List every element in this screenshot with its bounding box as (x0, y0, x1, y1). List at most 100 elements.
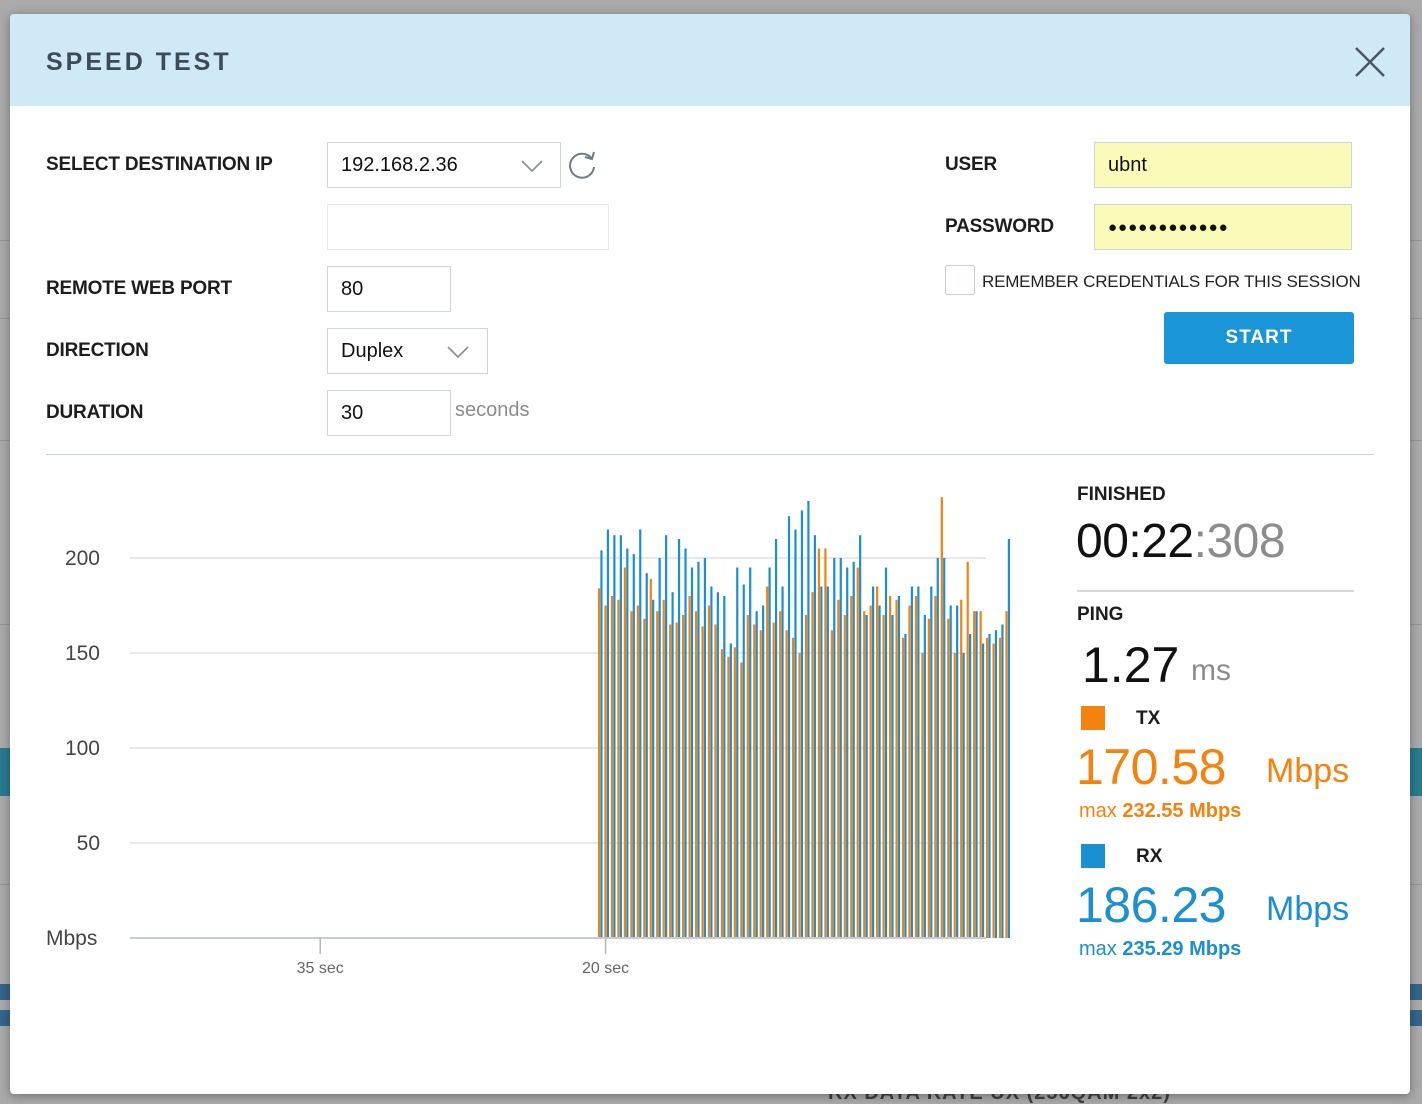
tx-bar (830, 630, 833, 938)
rx-bar (794, 529, 797, 938)
rx-bar (665, 535, 668, 938)
tx-bar (772, 622, 775, 938)
rx-bar (639, 529, 642, 938)
rx-bar (1001, 624, 1004, 938)
tx-bar (850, 596, 853, 938)
password-input[interactable]: ●●●●●●●●●●●● (1094, 204, 1352, 250)
ping-unit: ms (1191, 654, 1231, 687)
rx-bar (988, 634, 991, 938)
rx-bar (645, 573, 648, 938)
tx-bar (746, 615, 749, 938)
rx-bar (710, 586, 713, 938)
rx-bar (619, 535, 622, 938)
duration-input[interactable]: 30 (327, 390, 451, 436)
rx-bar (917, 586, 920, 938)
background-button (0, 748, 12, 796)
rx-bar (677, 539, 681, 938)
rx-bar (820, 586, 823, 938)
rx-bar (826, 586, 829, 938)
tx-bar (1005, 611, 1008, 938)
direction-value: Duplex (341, 339, 404, 362)
tx-bar (779, 611, 782, 938)
tx-label: TX (1136, 708, 1161, 729)
direction-label: DIRECTION (46, 340, 149, 361)
chart-x-tick-label: 20 sec (582, 960, 629, 977)
tx-bar (662, 599, 665, 938)
tx-max-value: 232.55 Mbps (1122, 800, 1242, 822)
tx-bar (733, 647, 736, 938)
rx-bar (852, 561, 855, 938)
finished-label: FINISHED (1077, 484, 1166, 505)
rx-bar (626, 548, 629, 938)
rx-bar (749, 567, 752, 938)
rx-bar (962, 653, 965, 938)
tx-bar (649, 578, 652, 938)
chart-y-ticks: 50 100 150 200 Mbps (46, 547, 100, 950)
remote-web-port-value: 80 (341, 277, 364, 300)
rx-bar (652, 599, 655, 938)
tx-bar (895, 599, 898, 938)
tx-bar (694, 611, 698, 938)
rx-bar (774, 539, 778, 938)
tx-bar (707, 605, 711, 938)
tx-bar (753, 624, 756, 938)
remote-web-port-input[interactable]: 80 (327, 266, 451, 312)
rx-bar (781, 586, 784, 938)
remember-credentials-label[interactable]: REMEMBER CREDENTIALS FOR THIS SESSION (982, 272, 1361, 291)
rx-bar (807, 501, 810, 938)
duration-unit: seconds (455, 399, 530, 421)
rx-bar (943, 558, 946, 938)
chart-y-tick-label: 200 (65, 547, 100, 570)
destination-ip-select[interactable]: 192.168.2.36 (327, 142, 561, 188)
user-input[interactable]: ubnt (1094, 142, 1352, 188)
tx-bar (682, 615, 685, 938)
tx-bar (610, 596, 614, 938)
tx-bar (617, 599, 620, 938)
close-icon[interactable] (1352, 44, 1388, 80)
tx-bar (811, 592, 814, 938)
tx-bar (986, 637, 989, 938)
tx-bar (630, 611, 633, 938)
direction-select[interactable]: Duplex (327, 328, 488, 374)
dialog-title: SPEED TEST (46, 48, 232, 76)
tx-bar (656, 611, 659, 938)
password-value: ●●●●●●●●●●●● (1108, 218, 1229, 236)
tx-bar (759, 630, 762, 938)
tx-bar (785, 630, 788, 938)
rx-bar (871, 586, 875, 938)
rx-bar (878, 605, 881, 938)
rx-bar (904, 634, 907, 938)
refresh-icon[interactable] (565, 148, 599, 182)
tx-bar (843, 615, 846, 938)
tx-bar (960, 599, 963, 938)
rx-bar (684, 548, 687, 938)
rx-bar (981, 643, 985, 938)
tx-legend-swatch (1081, 706, 1105, 730)
timer-main: 00:22 (1076, 515, 1194, 568)
tx-bar (869, 605, 872, 938)
background-button (1410, 748, 1422, 796)
tx-bar (766, 586, 769, 938)
start-button[interactable]: START (1164, 312, 1354, 364)
rx-bar (813, 535, 816, 938)
rx-bar (742, 584, 745, 938)
rx-max: max 235.29 Mbps (1079, 938, 1241, 961)
chart-y-tick-label: 100 (65, 737, 100, 760)
remember-credentials-checkbox[interactable] (945, 265, 975, 295)
chart-bars (597, 497, 1010, 938)
tx-bar (623, 567, 627, 938)
elapsed-timer: 00:22:308 (1076, 514, 1286, 569)
password-label: PASSWORD (945, 216, 1054, 237)
chart-gridlines (130, 557, 986, 844)
rx-bar (884, 567, 888, 938)
tx-bar (966, 561, 969, 938)
tx-bar (876, 586, 879, 938)
rx-bar (930, 586, 933, 938)
rx-bar (787, 516, 791, 938)
rx-bar (736, 567, 739, 938)
user-value: ubnt (1108, 153, 1147, 176)
tx-bar (727, 656, 730, 938)
rx-bar (833, 558, 836, 938)
tx-bar (998, 637, 1002, 938)
destination-ip-input[interactable] (327, 204, 609, 250)
